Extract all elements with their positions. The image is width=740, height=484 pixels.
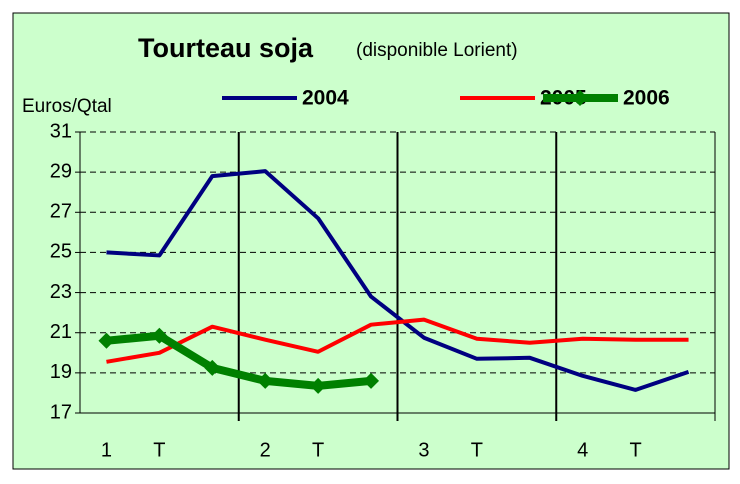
y-tick-label: 17 xyxy=(50,401,72,423)
line-series xyxy=(106,169,690,392)
point xyxy=(310,377,327,394)
x-tick-label: T xyxy=(312,439,324,461)
y-tick-label: 31 xyxy=(50,120,72,142)
y-tick-label: 23 xyxy=(50,281,72,303)
x-tick-label: 1 xyxy=(101,439,112,461)
line-series xyxy=(106,317,689,364)
point xyxy=(204,359,221,376)
legend-marker xyxy=(572,90,588,106)
point xyxy=(257,372,274,389)
chart-title: Tourteau soja xyxy=(138,33,314,63)
y-tick-label: 27 xyxy=(50,201,72,223)
x-tick-label: 3 xyxy=(418,439,429,461)
x-tick-label: 4 xyxy=(577,439,588,461)
point xyxy=(98,332,115,349)
y-tick-label: 21 xyxy=(50,321,72,343)
legend-label: 2006 xyxy=(623,87,670,110)
x-tick-label: T xyxy=(471,439,483,461)
chart-subtitle: (disponible Lorient) xyxy=(356,40,518,61)
y-tick-label: 25 xyxy=(50,241,72,263)
line-series xyxy=(106,331,372,390)
legend-label: 2004 xyxy=(302,87,349,110)
y-tick-label: 29 xyxy=(50,160,72,182)
x-tick-label: 2 xyxy=(260,439,271,461)
y-tick-label: 19 xyxy=(50,361,72,383)
x-tick-label: T xyxy=(630,439,642,461)
point xyxy=(363,372,380,389)
y-axis-label: Euros/Qtal xyxy=(22,96,112,117)
point xyxy=(151,327,168,344)
x-tick-label: T xyxy=(153,439,165,461)
chart-background xyxy=(12,12,730,470)
